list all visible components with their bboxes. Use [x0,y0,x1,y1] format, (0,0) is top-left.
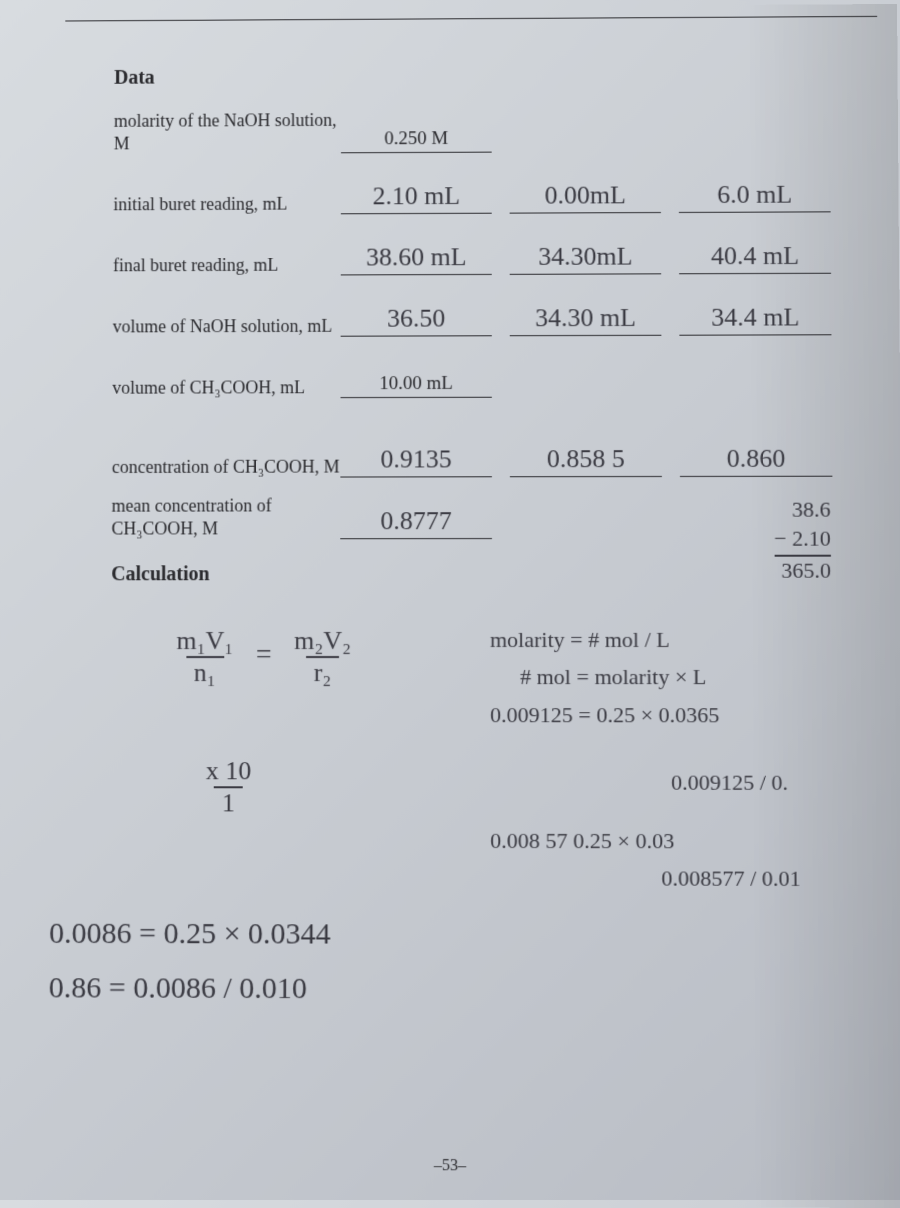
vol-naoh-2: 34.30 mL [510,303,662,336]
label-final-buret: final buret reading, mL [113,253,341,276]
value-molarity-naoh: 0.250 M [341,128,492,153]
label-vol-naoh: volume of NaOH solution, mL [113,314,341,337]
bottom-l1: 0.0086 = 0.25 × 0.0344 [49,907,331,962]
initial-buret-1: 2.10 mL [341,181,492,214]
final-buret-3: 40.4 mL [679,241,831,274]
row-vol-naoh: volume of NaOH solution, mL 36.50 34.30 … [113,288,860,338]
x10-over-1: x 10 1 [200,756,258,818]
side-sub-1: 38.6 [774,496,831,525]
value-vol-ch3cooh: 10.00 mL [341,373,492,398]
side-subtraction: 38.6 − 2.10 365.0 [774,496,831,586]
molarity-derivation: molarity = # mol / L # mol = molarity × … [490,621,801,898]
one: 1 [214,786,243,818]
x10: x 10 [200,756,258,786]
initial-buret-3: 6.0 mL [679,180,831,213]
mol-l1: molarity = # mol / L [490,621,799,659]
mol-l6: 0.008577 / 0.01 [661,859,801,897]
final-buret-2: 34.30mL [510,242,662,275]
initial-buret-2: 0.00mL [510,180,661,213]
row-initial-buret: initial buret reading, mL 2.10 mL 0.00mL… [113,165,858,215]
row-molarity-naoh: molarity of the NaOH solution, M 0.250 M [114,104,858,155]
mol-l3: 0.009125 = 0.25 × 0.0365 [490,696,800,734]
conc-3: 0.860 [680,444,833,477]
formula-ratio: m₁V₁ n₁ = m₂V₂ r₂ [170,626,357,688]
label-conc-ch3cooh: concentration of CH₃COOH, M [112,455,341,478]
mol-l5: 0.008 57 0.25 × 0.03 [490,821,801,859]
calculation-heading: Calculation [111,563,861,587]
vol-naoh-3: 34.4 mL [679,303,831,336]
row-vol-ch3cooh: volume of CH₃COOH, mL 10.00 mL [112,349,860,399]
label-initial-buret: initial buret reading, mL [113,192,341,215]
m2v2: m₂V₂ [288,626,357,656]
vol-naoh-1: 36.50 [341,304,492,337]
conc-2: 0.858 5 [510,444,662,477]
label-mean-conc: mean concentration of CH₃COOH, M [111,494,340,539]
side-sub-3: 365.0 [774,557,831,586]
row-mean-conc: mean concentration of CH₃COOH, M 0.8777 [111,491,861,540]
n1: n₁ [186,656,224,688]
m1v1: m₁V₁ [170,626,239,656]
row-conc-ch3cooh: concentration of CH₃COOH, M 0.9135 0.858… [112,429,861,478]
row-final-buret: final buret reading, mL 38.60 mL 34.30mL… [113,226,859,276]
label-molarity-naoh: molarity of the NaOH solution, M [114,109,341,154]
bottom-calculations: 0.0086 = 0.25 × 0.0344 0.86 = 0.0086 / 0… [49,907,331,1017]
r2: r₂ [306,656,340,688]
data-heading: Data [114,63,858,89]
conc-1: 0.9135 [340,444,492,477]
side-sub-2: − 2.10 [774,524,831,557]
bottom-l2: 0.86 = 0.0086 / 0.010 [49,961,331,1016]
equals-sign: = [256,639,272,670]
mol-l4: 0.009125 / 0. [671,764,800,802]
final-buret-1: 38.60 mL [341,242,492,275]
label-vol-ch3cooh: volume of CH₃COOH, mL [112,376,340,399]
mean-conc-value: 0.8777 [340,506,492,539]
mol-l2: # mol = molarity × L [520,658,800,696]
